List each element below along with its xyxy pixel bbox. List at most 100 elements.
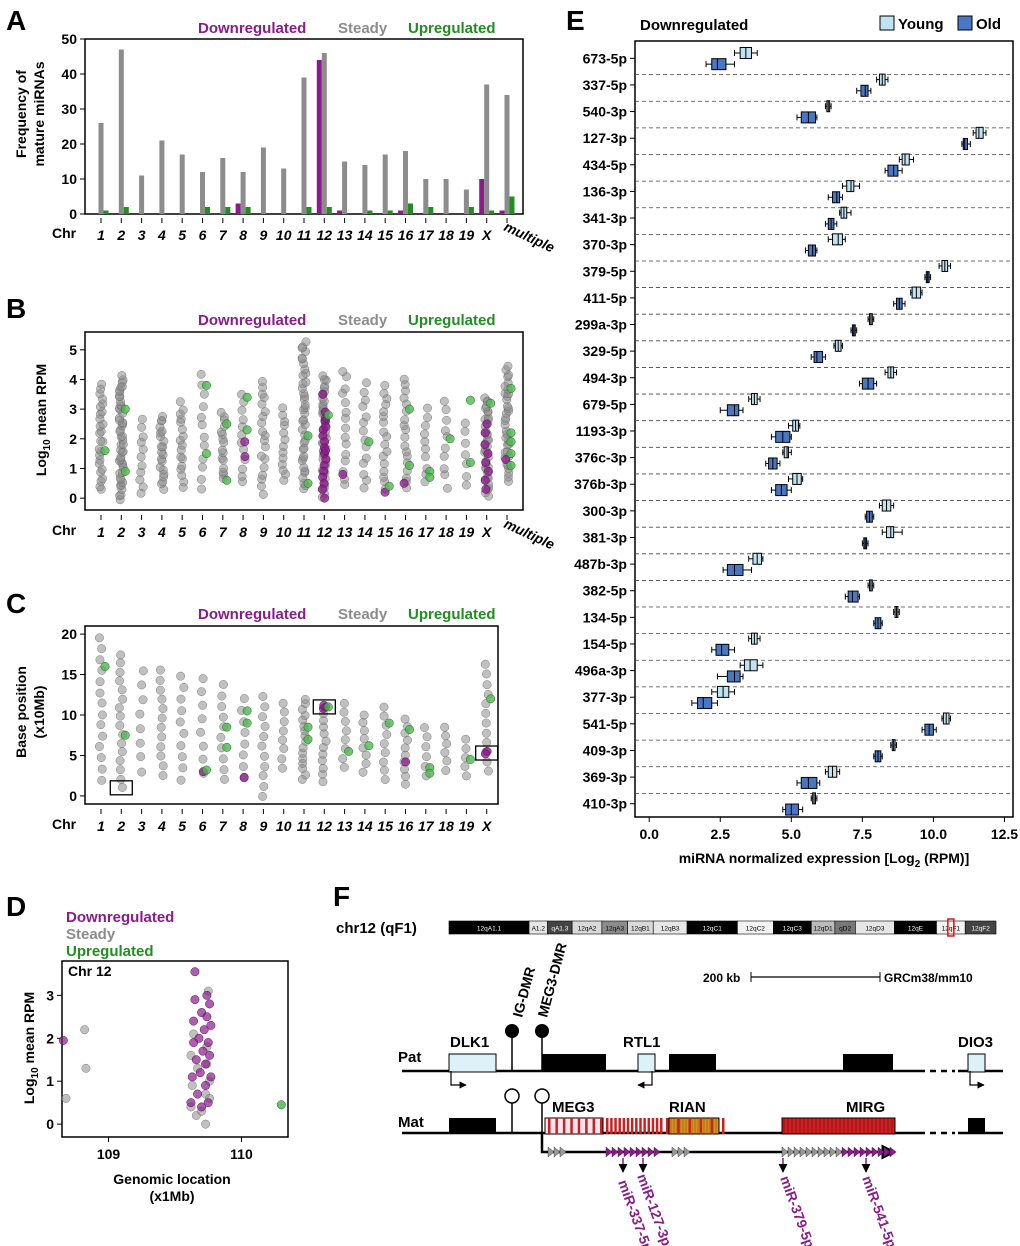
panel-d-point-steady: [201, 1119, 210, 1129]
panel-b-point-steady: [361, 453, 371, 463]
panel-e-xtick-label: 2.5: [711, 826, 731, 842]
panel-b-point-steady: [359, 483, 369, 493]
panel-c-point-steady: [158, 771, 168, 780]
panel-b-point-steady: [420, 437, 430, 446]
mirna-chevron: [853, 1146, 861, 1158]
bar-steady-chr-10: [281, 168, 287, 214]
panel-c-xtick-label: 10: [276, 818, 292, 834]
bar-steady-chr-12: [321, 53, 327, 214]
panel-c-point-steady: [440, 722, 449, 732]
bar-steady-chr-6: [200, 172, 205, 214]
panel-b-point-steady: [462, 472, 471, 481]
panel-d-point-steady: [80, 1025, 90, 1035]
box-old-377-3p-box: [697, 697, 713, 710]
panel-b-xtick-label: X: [481, 524, 493, 540]
panel-f-letter: F: [333, 881, 350, 912]
band-12qF2: [964, 920, 997, 935]
panel-d-ylabel: Log10 mean RPM: [21, 992, 41, 1104]
meg3-label: MEG3: [552, 1099, 595, 1116]
row-label-370-3p: 370-3p: [583, 237, 627, 253]
panel-c-point-up: [242, 706, 252, 716]
panel-c-point-steady: [179, 683, 189, 692]
legend-old-label: Old: [976, 16, 1001, 33]
panel-b-point-up: [506, 437, 516, 447]
box-young-381-3p-box: [886, 526, 895, 539]
panel-b-xtick-label: 18: [438, 524, 454, 540]
row-label-1193-3p: 1193-3p: [576, 423, 627, 439]
panel-b-point-steady: [341, 423, 351, 433]
panel-b-xtick-label: 17: [418, 524, 435, 540]
panel-c-point-steady: [219, 765, 229, 775]
box-young-136-3p-box: [846, 180, 855, 193]
panel-c-point-steady: [340, 735, 350, 745]
panel-b-ytick-label: 2: [69, 431, 77, 447]
panel-b-point-steady: [258, 377, 267, 386]
panel-c-point-steady: [156, 722, 166, 732]
panel-c-point-steady: [115, 765, 125, 775]
bar-steady-chr-4: [159, 140, 165, 214]
box-old-136-3p-box: [832, 191, 841, 204]
mirna-chevron: [605, 1146, 613, 1158]
panel-d-point-down: [199, 1025, 209, 1035]
panel-b-ylabel-rest: mean RPM: [33, 364, 49, 439]
panel-c-ytick-label: 15: [61, 667, 77, 683]
bar-steady-chr-2: [118, 49, 124, 214]
dlk1-tss-arrow: [450, 1071, 467, 1089]
bar-steady-chr-15: [382, 154, 388, 214]
panel-c-point-up: [425, 768, 435, 778]
panel-c-point-steady: [118, 783, 127, 792]
mirna-locus: [610, 1118, 613, 1134]
box-young-376c-3p-box: [783, 446, 789, 459]
panel-b-point-up: [202, 380, 211, 390]
panel-c-point-steady: [155, 685, 165, 695]
mirna-chevron: [629, 1146, 637, 1158]
panel-d-point-down: [198, 1046, 208, 1056]
panel-b-point-steady: [439, 464, 449, 474]
panel-c-xtick-label: 9: [260, 818, 268, 834]
panel-a-ylabel-2: mature miRNAs: [31, 61, 47, 166]
panel-c-point-steady: [339, 707, 349, 717]
panel-b-point-steady: [341, 450, 351, 459]
mirna-locus: [630, 1118, 634, 1134]
ideogram: 12qA1.1 A1.2 qA1.3 12qA2 12qA3 12qB1 12qB3 12qC…: [448, 918, 997, 937]
panel-c-point-steady: [460, 762, 470, 771]
panel-c-point-steady: [258, 712, 267, 722]
panel-c-point-steady: [260, 762, 270, 772]
panel-c-point-steady: [321, 736, 331, 746]
bar-downregulated-chr-8: [235, 203, 241, 214]
panel-d-point-down: [206, 1020, 216, 1030]
panel-c-point-steady: [138, 666, 148, 676]
panel-c-point-steady: [277, 754, 287, 764]
bar-upregulated-chr-14: [367, 210, 373, 214]
box-old-434-5p-box: [887, 164, 899, 177]
panel-c-point-up: [242, 718, 252, 728]
bar-steady-chr-8: [240, 172, 246, 214]
panel-c-point-steady: [216, 732, 226, 742]
mirna-locus: [622, 1118, 626, 1134]
panel-c-xtick-label: 8: [239, 818, 247, 834]
dlk1-label: DLK1: [450, 1034, 489, 1051]
panel-c-point-steady: [400, 743, 410, 753]
mirna-chevron: [611, 1146, 619, 1158]
bar-upregulated-chr-2: [123, 207, 129, 214]
mirna-chevron: [671, 1146, 679, 1158]
bar-steady-chr-17: [423, 179, 429, 214]
panel-b-xtick-label: 15: [377, 524, 393, 540]
panel-b-point-up: [100, 446, 110, 456]
panel-a-xtick-label: 17: [418, 227, 435, 243]
panel-d-point-down: [190, 967, 200, 977]
panel-a-xtick-label: 15: [377, 227, 393, 243]
panel-d-point-down: [58, 1035, 68, 1045]
mirna-chevron: [859, 1146, 867, 1158]
panel-c-point-steady: [95, 742, 104, 751]
panel-b-point-steady: [460, 426, 470, 436]
bar-downregulated-chr-12: [316, 60, 322, 214]
scale-label: 200 kb: [703, 971, 740, 985]
panel-c-highlight-box: [475, 745, 499, 761]
panel-a-ytick-label: 30: [61, 101, 77, 117]
panel-d-ytick-label: 3: [46, 987, 54, 1003]
panel-c-point-steady: [115, 756, 125, 766]
rian-label: RIAN: [669, 1099, 706, 1116]
panel-b-point-steady: [361, 412, 371, 422]
